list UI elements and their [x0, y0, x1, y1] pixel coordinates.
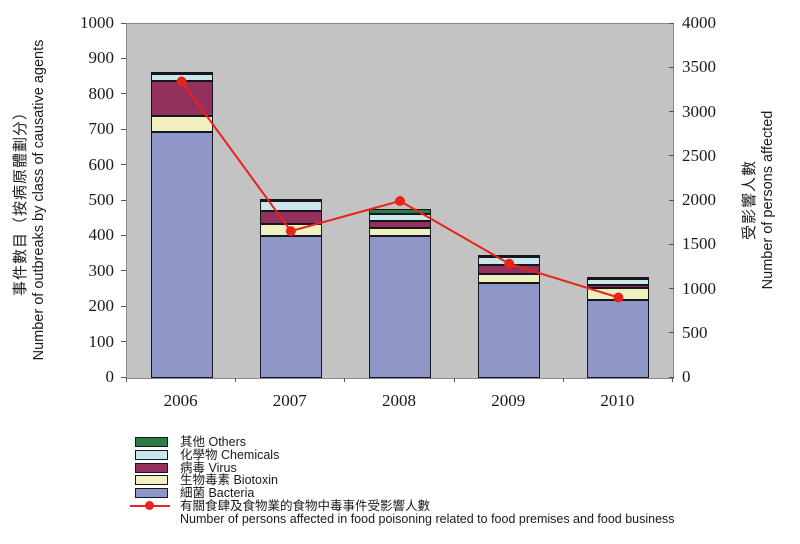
x-axis-tick — [344, 378, 346, 382]
bar-segment-biotoxin-2009 — [478, 274, 541, 283]
left-axis-tick — [121, 234, 126, 236]
right-axis-tick — [669, 155, 674, 157]
left-axis-tick-label: 100 — [88, 331, 115, 351]
left-axis-tick — [121, 164, 126, 166]
right-axis-tick-label: 1000 — [682, 278, 716, 298]
left-axis-tick — [121, 376, 126, 378]
right-axis-tick-label: 3000 — [682, 101, 716, 121]
right-axis-tick-label: 0 — [682, 367, 691, 386]
legend-swatch-others — [135, 437, 168, 447]
bar-segment-others-2006 — [150, 72, 213, 75]
right-axis-title-en: Number of persons affected — [760, 110, 776, 290]
right-axis-tick — [669, 22, 674, 24]
left-axis-tick — [121, 93, 126, 95]
right-axis-tick — [669, 332, 674, 334]
left-axis-tick — [121, 57, 126, 59]
left-axis-title-en: Number of outbreaks by class of causativ… — [31, 39, 47, 361]
bar-segment-virus-2006 — [150, 80, 213, 117]
legend-swatch-biotoxin — [135, 475, 168, 486]
left-axis-tick-label: 300 — [88, 260, 115, 280]
bar-segment-bacteria-2006 — [150, 131, 213, 378]
left-axis-title: 事件數目（按病原體劃分） Number of outbreaks by clas… — [11, 0, 51, 410]
bar-segment-biotoxin-2008 — [369, 227, 431, 237]
bar-segment-chemicals-2010 — [587, 279, 650, 285]
bar-segment-others-2010 — [587, 277, 650, 280]
x-axis-tick — [235, 378, 237, 382]
bar-segment-chemicals-2009 — [478, 256, 541, 265]
left-axis-tick-label: 1000 — [80, 13, 114, 32]
bar-segment-others-2009 — [478, 254, 541, 257]
plot-area — [126, 23, 674, 379]
legend-label-bacteria: 細菌 Bacteria — [180, 486, 255, 501]
right-axis-tick — [669, 199, 674, 201]
bar-segment-chemicals-2008 — [369, 213, 431, 221]
x-axis-tick — [672, 378, 673, 382]
legend-label-chemicals: 化學物 Chemicals — [180, 447, 280, 462]
category-label-2010: 2010 — [600, 391, 635, 410]
left-axis-tick-label: 700 — [88, 119, 115, 139]
x-axis-tick — [562, 378, 564, 382]
left-axis-tick-label: 900 — [88, 48, 115, 68]
bar-segment-others-2007 — [259, 198, 322, 202]
left-axis-tick-label: 500 — [88, 190, 115, 209]
left-axis-tick-label: 800 — [88, 83, 115, 103]
left-axis-tick-label: 400 — [88, 225, 115, 245]
right-axis-tick-label: 2000 — [682, 190, 716, 209]
right-axis-tick-label: 1500 — [682, 234, 716, 254]
bar-segment-virus-2009 — [478, 264, 541, 275]
left-axis-tick-label: 200 — [88, 296, 115, 316]
right-axis-tick — [669, 288, 674, 289]
right-axis-tick-label: 2500 — [682, 145, 716, 165]
right-axis-tick-label: 4000 — [682, 13, 716, 32]
legend-swatch-virus — [135, 462, 168, 473]
left-axis-tick — [121, 270, 126, 272]
left-axis-title-zh: 事件數目（按病原體劃分） — [12, 104, 29, 297]
bar-segment-biotoxin-2007 — [259, 224, 322, 237]
left-axis-tick-label: 0 — [105, 367, 115, 386]
left-axis-tick — [121, 22, 126, 24]
legend-line-label-zh: 有關食肆及食物業的食物中毒事件受影響人數 — [180, 499, 431, 513]
right-axis-title: 受影響人數 Number of persons affected — [740, 0, 780, 410]
legend-line-label-en: Number of persons affected in food poiso… — [180, 511, 675, 526]
category-label-2009: 2009 — [491, 391, 526, 410]
right-axis-title-zh: 受影響人數 — [741, 160, 758, 241]
bar-segment-virus-2008 — [369, 220, 431, 228]
left-axis-tick — [121, 199, 126, 201]
x-axis-tick — [126, 378, 127, 382]
left-axis-tick — [121, 128, 126, 130]
left-axis-tick — [121, 341, 126, 343]
right-axis-tick — [669, 111, 674, 112]
right-axis-tick — [669, 376, 674, 378]
legend-line-dot — [145, 501, 154, 510]
x-axis-tick — [453, 378, 455, 382]
category-label-2007: 2007 — [272, 391, 307, 410]
bar-segment-biotoxin-2006 — [150, 116, 213, 132]
line-point-2008 — [395, 196, 405, 206]
bar-segment-virus-2010 — [587, 284, 650, 289]
left-axis-tick-label: 600 — [88, 154, 115, 174]
bar-segment-bacteria-2010 — [587, 300, 650, 378]
bar-segment-bacteria-2007 — [259, 236, 322, 378]
legend-label-others: 其他 Others — [180, 435, 246, 449]
bar-segment-chemicals-2006 — [150, 74, 213, 81]
right-axis-tick — [669, 66, 674, 68]
legend-label-virus: 病毒 Virus — [180, 460, 237, 475]
bar-segment-biotoxin-2010 — [587, 288, 650, 301]
bar-segment-virus-2007 — [259, 210, 322, 225]
category-label-2006: 2006 — [163, 391, 198, 410]
legend-swatch-bacteria — [135, 488, 168, 499]
right-axis-tick — [669, 243, 674, 245]
legend-swatch-chemicals — [135, 449, 168, 460]
right-axis-tick-label: 500 — [682, 322, 708, 342]
bar-segment-bacteria-2008 — [369, 236, 431, 378]
category-label-2008: 2008 — [382, 391, 416, 410]
bar-segment-others-2008 — [369, 208, 431, 214]
legend-label-biotoxin: 生物毒素 Biotoxin — [180, 473, 278, 488]
left-axis-tick — [121, 305, 126, 307]
right-axis-tick-label: 3500 — [682, 57, 716, 77]
bar-segment-bacteria-2009 — [478, 282, 541, 378]
bar-segment-chemicals-2007 — [259, 201, 322, 211]
